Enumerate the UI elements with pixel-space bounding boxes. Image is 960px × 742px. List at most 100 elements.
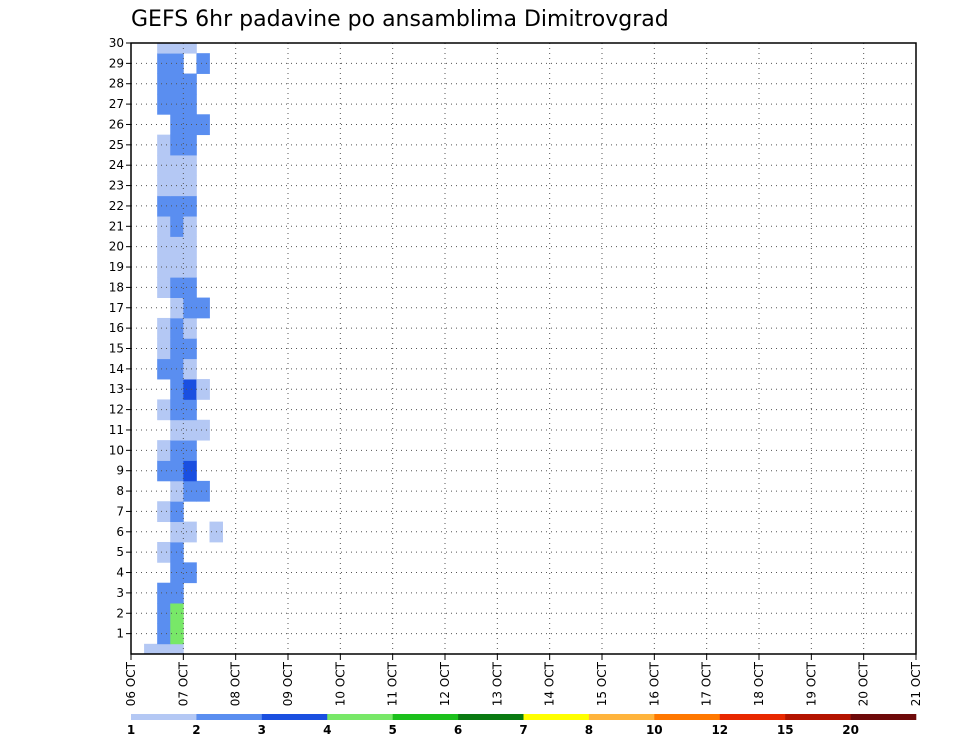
colorbar-segment <box>654 714 721 720</box>
y-tick-label: 27 <box>109 97 124 111</box>
heatmap-cell <box>183 562 197 584</box>
heatmap-cell <box>157 256 171 278</box>
colorbar-label: 7 <box>519 723 527 737</box>
heatmap-cell <box>196 379 210 400</box>
heatmap-cell <box>157 73 171 95</box>
heatmap-cell <box>183 399 197 421</box>
y-tick-label: 2 <box>116 606 124 620</box>
colorbar-segment <box>131 714 197 720</box>
y-tick-label: 15 <box>109 342 124 356</box>
x-tick-label: 12 OCT <box>438 661 452 706</box>
heatmap-cell <box>157 236 171 258</box>
heatmap-cell <box>183 358 197 380</box>
y-tick-label: 3 <box>116 586 124 600</box>
colorbar-label: 2 <box>192 723 200 737</box>
heatmap-cell <box>183 317 197 339</box>
colorbar-label: 15 <box>777 723 794 737</box>
heatmap-cell <box>157 623 171 645</box>
colorbar-label: 8 <box>585 723 593 737</box>
heatmap-cell <box>183 460 197 482</box>
colorbar-label: 20 <box>842 723 859 737</box>
heatmap-cell <box>196 297 210 319</box>
heatmap-cell <box>183 216 197 237</box>
y-tick-label: 28 <box>109 77 124 91</box>
y-tick-label: 12 <box>109 403 124 417</box>
heatmap-cell <box>183 379 197 400</box>
y-tick-label: 26 <box>109 117 124 131</box>
colorbar-segment <box>523 714 590 720</box>
y-tick-label: 17 <box>109 301 124 315</box>
heatmap-cell <box>157 358 171 380</box>
heatmap-cell <box>183 43 197 54</box>
heatmap-cell <box>157 643 171 655</box>
heatmap-cell <box>144 643 158 655</box>
y-tick-label: 10 <box>109 443 124 457</box>
colorbar-segment <box>785 714 851 720</box>
heatmap-cell <box>157 338 171 360</box>
y-tick-label: 9 <box>116 464 124 478</box>
y-tick-label: 14 <box>109 362 124 376</box>
colorbar-label: 1 <box>127 723 135 737</box>
heatmap-cell <box>183 440 197 461</box>
y-tick-label: 30 <box>109 36 124 50</box>
y-tick-label: 20 <box>109 240 124 254</box>
heatmap-cell <box>196 419 210 441</box>
heatmap-cell <box>157 195 171 217</box>
heatmap-cell <box>157 134 171 156</box>
heatmap-cell <box>183 114 197 136</box>
heatmap-cell <box>157 155 171 176</box>
colorbar-segment <box>850 714 917 720</box>
heatmap-cell <box>157 216 171 237</box>
y-tick-label: 8 <box>116 484 124 498</box>
y-tick-label: 1 <box>116 627 124 641</box>
x-tick-label: 14 OCT <box>543 661 557 706</box>
colorbar-segment <box>261 714 328 720</box>
x-tick-label: 13 OCT <box>490 661 504 706</box>
y-tick-label: 16 <box>109 321 124 335</box>
heatmap-cell <box>157 53 171 74</box>
heatmap-cell <box>196 53 210 74</box>
y-tick-label: 21 <box>109 219 124 233</box>
x-tick-label: 17 OCT <box>700 661 714 706</box>
y-tick-label: 7 <box>116 504 124 518</box>
colorbar-label: 10 <box>646 723 663 737</box>
heatmap-cell <box>157 541 171 563</box>
y-tick-label: 6 <box>116 525 124 539</box>
y-tick-label: 4 <box>116 566 124 580</box>
y-tick-label: 13 <box>109 382 124 396</box>
colorbar-segment <box>588 714 655 720</box>
heatmap-cell <box>183 236 197 258</box>
x-tick-label: 11 OCT <box>386 661 400 706</box>
colorbar-label: 6 <box>454 723 462 737</box>
x-tick-label: 16 OCT <box>647 661 661 706</box>
colorbar-label: 3 <box>258 723 266 737</box>
colorbar-segment <box>327 714 393 720</box>
grid-lines <box>131 43 916 654</box>
heatmap-cell <box>183 521 197 543</box>
heatmap-cell <box>157 582 171 604</box>
heatmap-cell <box>183 419 197 441</box>
heatmap-cell <box>157 277 171 298</box>
heatmap-cell <box>157 501 171 523</box>
x-tick-label: 07 OCT <box>176 661 190 706</box>
x-tick-label: 09 OCT <box>281 661 295 706</box>
plot-frame <box>130 42 917 655</box>
x-tick-label: 15 OCT <box>595 661 609 706</box>
y-tick-label: 19 <box>109 260 124 274</box>
heatmap-cell <box>183 73 197 95</box>
colorbar-segment <box>719 714 786 720</box>
y-tick-label: 25 <box>109 138 124 152</box>
heatmap-cell <box>157 43 171 54</box>
heatmap-cells <box>144 43 223 655</box>
colorbar-label: 5 <box>389 723 397 737</box>
colorbar-segment <box>392 714 459 720</box>
heatmap-cell <box>183 195 197 217</box>
colorbar-label: 12 <box>711 723 728 737</box>
heatmap-cell <box>170 43 184 54</box>
y-tick-label: 18 <box>109 280 124 294</box>
x-tick-label: 21 OCT <box>909 661 923 706</box>
heatmap-cell <box>157 399 171 421</box>
heatmap-cell <box>157 603 171 624</box>
colorbar-label: 4 <box>323 723 331 737</box>
